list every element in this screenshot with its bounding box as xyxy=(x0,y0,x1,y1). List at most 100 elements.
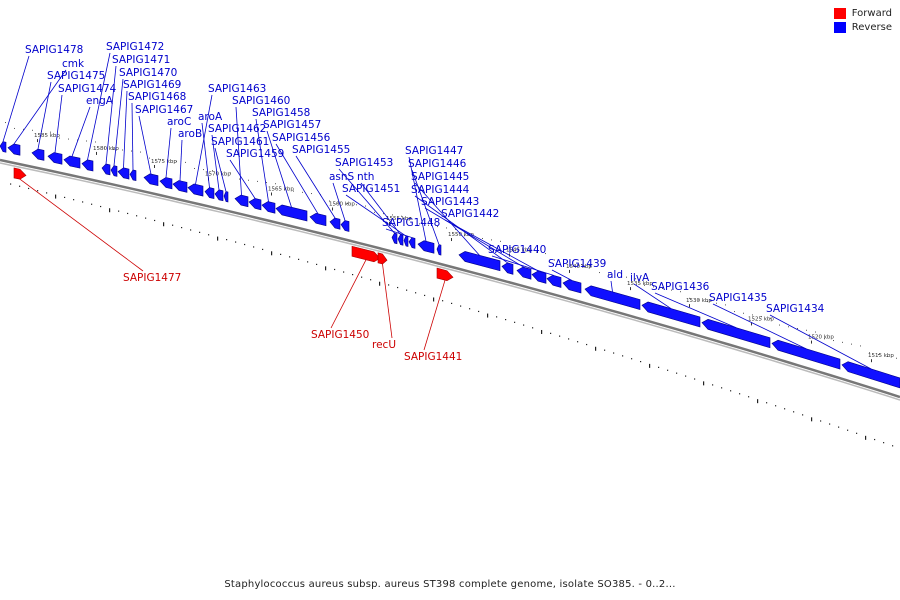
gene-label[interactable]: SAPIG1455 xyxy=(292,144,350,156)
gene-label[interactable]: SAPIG1463 xyxy=(208,83,266,95)
gene-leader-line xyxy=(235,106,242,196)
gene-label[interactable]: SAPIG1445 xyxy=(411,171,469,183)
gene-arrow-SAPIG1434[interactable] xyxy=(841,361,900,389)
gene-label[interactable]: SAPIG1457 xyxy=(263,119,321,131)
gene-arrow-SAPIG1444[interactable] xyxy=(501,262,514,275)
gene-arrow-SAPIG1463[interactable] xyxy=(187,183,204,197)
gene-arrow-recU[interactable] xyxy=(377,252,388,265)
gene-arrow-cmk[interactable] xyxy=(7,143,21,156)
gene-arrow-SAPIG1477[interactable] xyxy=(13,167,27,180)
gene-arrow-SAPIG1471[interactable] xyxy=(101,163,111,176)
gene-label[interactable]: SAPIG1458 xyxy=(252,107,310,119)
lower-tick xyxy=(802,414,804,416)
gene-arrow-asnS[interactable] xyxy=(340,220,350,232)
gene-label[interactable]: SAPIG1434 xyxy=(766,303,825,315)
gene-arrow-aroB[interactable] xyxy=(172,180,188,193)
gene-arrow-SAPIG1435[interactable] xyxy=(771,339,841,370)
gene-arrow-SAPIG1474[interactable] xyxy=(47,152,63,165)
gene-arrow-SAPIG1441[interactable] xyxy=(436,267,454,282)
gene-arrow-ilvA[interactable] xyxy=(641,301,701,328)
gene-arrow-SAPIG1436[interactable] xyxy=(701,319,771,349)
gene-label[interactable]: SAPIG1436 xyxy=(651,281,710,293)
gene-label[interactable]: SAPIG1474 xyxy=(58,83,117,95)
gene-label[interactable]: SAPIG1442 xyxy=(441,208,499,220)
gene-label[interactable]: SAPIG1446 xyxy=(408,158,467,170)
gene-arrow-SAPIG1472[interactable] xyxy=(81,159,94,172)
gene-arrow-SAPIG1459[interactable] xyxy=(248,198,262,211)
legend-item-forward[interactable]: Forward xyxy=(833,8,892,19)
gene-arrow-SAPIG1445[interactable] xyxy=(458,251,501,272)
gene-arrow-SAPIG1468[interactable] xyxy=(129,169,137,182)
gene-arrow-SAPIG1460[interactable] xyxy=(234,194,249,208)
gene-arrow-aroA[interactable] xyxy=(204,187,215,200)
gene-arrow-nth[interactable] xyxy=(397,234,404,246)
gene-arrow-SAPIG1448[interactable] xyxy=(408,237,416,249)
gene-label[interactable]: SAPIG1470 xyxy=(119,67,177,79)
gene-arrow-SAPIG1455[interactable] xyxy=(329,217,341,230)
gene-label[interactable]: SAPIG1469 xyxy=(123,79,181,91)
gene-label[interactable]: SAPIG1475 xyxy=(47,70,105,82)
minor-tick xyxy=(311,193,312,195)
gene-label[interactable]: ald xyxy=(607,269,623,281)
gene-label[interactable]: SAPIG1450 xyxy=(311,329,369,341)
gene-arrow-SAPIG1475[interactable] xyxy=(31,148,45,161)
gene-arrow-SAPIG1453[interactable] xyxy=(391,232,398,245)
gene-label[interactable]: aroA xyxy=(198,111,223,123)
gene-arrow-ald[interactable] xyxy=(584,285,641,311)
gene-label[interactable]: cmk xyxy=(62,58,85,70)
gene-label[interactable]: SAPIG1443 xyxy=(421,196,479,208)
gene-leader-line xyxy=(214,147,227,192)
gene-label[interactable]: nth xyxy=(357,171,374,183)
gene-arrow-aroC[interactable] xyxy=(159,177,173,190)
gene-label[interactable]: SAPIG1451 xyxy=(342,183,400,195)
gene-label[interactable]: aroB xyxy=(178,128,202,140)
minor-tick xyxy=(203,169,204,171)
gene-label[interactable]: SAPIG1477 xyxy=(123,272,181,284)
gene-label[interactable]: SAPIG1467 xyxy=(135,104,193,116)
lower-tick xyxy=(613,352,615,354)
gene-arrow-engA[interactable] xyxy=(63,155,81,169)
minor-tick xyxy=(671,289,672,291)
gene-arrow-SAPIG1450[interactable] xyxy=(351,245,381,263)
gene-label[interactable]: SAPIG1435 xyxy=(709,292,767,304)
gene-label[interactable]: recU xyxy=(372,339,396,351)
gene-label[interactable]: SAPIG1471 xyxy=(112,54,170,66)
gene-arrow-SAPIG1470[interactable] xyxy=(110,165,118,177)
scale-tick-label: 1565 kbp xyxy=(268,187,294,193)
gene-label[interactable]: SAPIG1440 xyxy=(488,244,546,256)
gene-label[interactable]: SAPIG1461 xyxy=(211,136,269,148)
gene-arrow-SAPIG1447[interactable] xyxy=(417,240,435,254)
lower-tick xyxy=(757,399,759,404)
gene-label[interactable]: SAPIG1444 xyxy=(411,184,470,196)
gene-arrow-SAPIG1451[interactable] xyxy=(403,235,409,247)
legend-item-reverse[interactable]: Reverse xyxy=(833,22,892,33)
gene-label[interactable]: SAPIG1441 xyxy=(404,351,462,363)
gene-arrow-SAPIG1458[interactable] xyxy=(261,201,276,214)
gene-arrow-SAPIG1467[interactable] xyxy=(143,173,159,187)
gene-arrow-SAPIG1442[interactable] xyxy=(531,270,547,284)
gene-label[interactable]: SAPIG1472 xyxy=(106,41,164,53)
gene-label[interactable]: SAPIG1448 xyxy=(382,217,440,229)
gene-arrow-SAPIG1439[interactable] xyxy=(562,279,582,294)
gene-label[interactable]: SAPIG1468 xyxy=(128,91,186,103)
gene-label[interactable]: SAPIG1459 xyxy=(226,148,284,160)
gene-arrow-SAPIG1457[interactable] xyxy=(275,204,308,222)
gene-label[interactable]: SAPIG1453 xyxy=(335,157,393,169)
gene-arrow-SAPIG1446[interactable] xyxy=(436,244,442,256)
gene-label[interactable]: ilvA xyxy=(630,272,650,284)
gene-arrow-SAPIG1456[interactable] xyxy=(309,212,327,227)
gene-label[interactable]: SAPIG1460 xyxy=(232,95,290,107)
gene-label[interactable]: SAPIG1439 xyxy=(548,258,606,270)
lower-tick xyxy=(370,279,372,281)
gene-arrow-SAPIG1443[interactable] xyxy=(516,266,532,280)
gene-arrow-SAPIG1462[interactable] xyxy=(214,189,224,202)
gene-arrow-SAPIG1440[interactable] xyxy=(546,274,562,288)
gene-arrow-SAPIG1461[interactable] xyxy=(223,191,229,203)
gene-arrow-SAPIG1478[interactable] xyxy=(0,141,7,153)
gene-label[interactable]: aroC xyxy=(167,116,191,128)
gene-label[interactable]: SAPIG1447 xyxy=(405,145,463,157)
scale-tick-label: 1535 kbp xyxy=(627,281,653,287)
gene-arrow-SAPIG1469[interactable] xyxy=(117,167,130,180)
gene-label[interactable]: SAPIG1478 xyxy=(25,44,83,56)
gene-label[interactable]: SAPIG1456 xyxy=(272,132,331,144)
